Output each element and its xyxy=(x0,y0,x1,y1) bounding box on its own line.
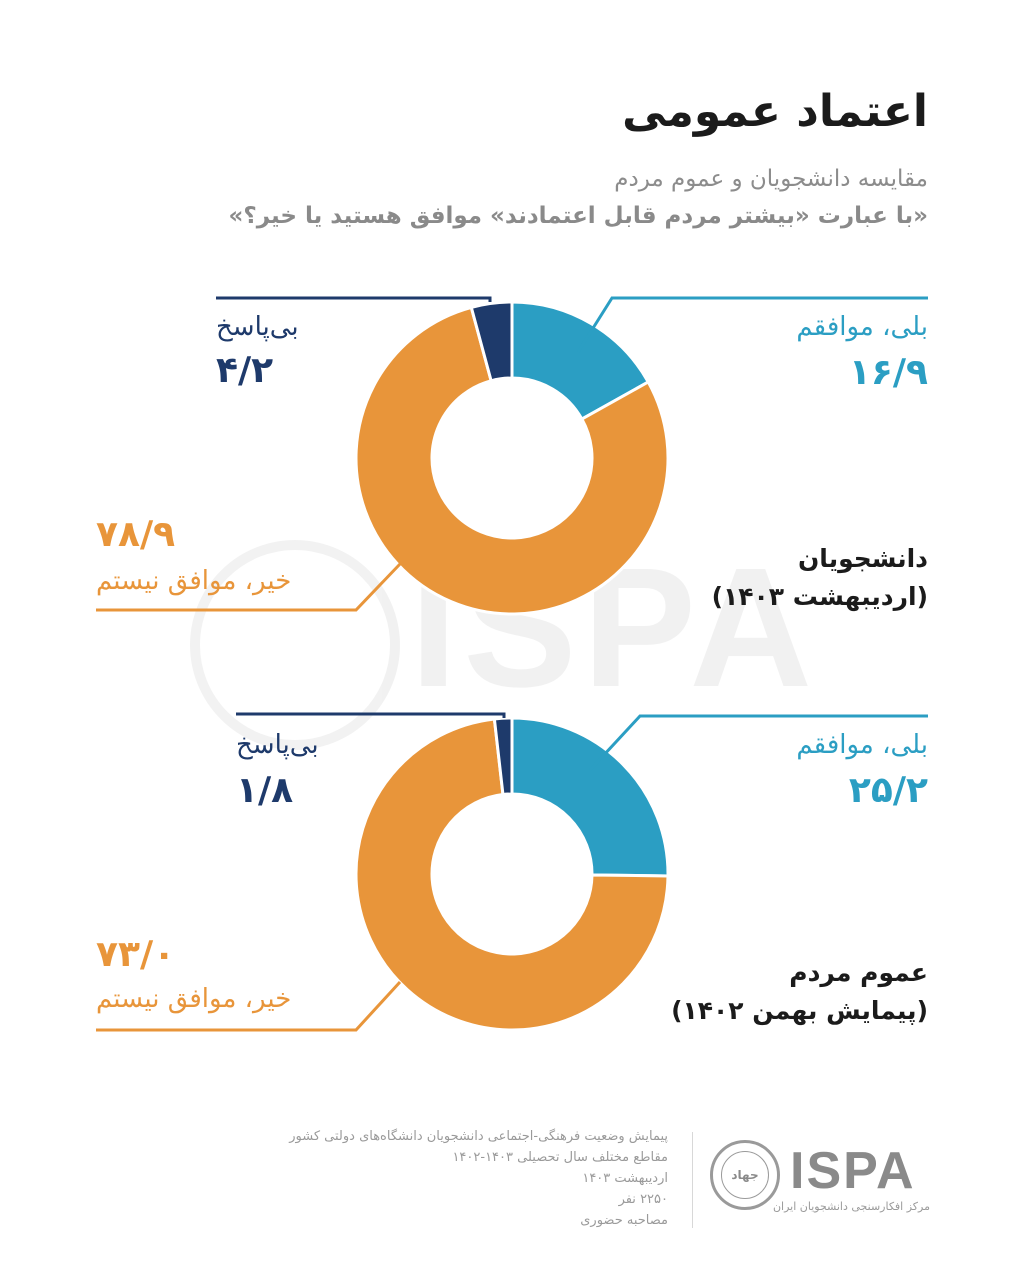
methodology-notes: پیمایش وضعیت فرهنگی-اجتماعی دانشجویان دا… xyxy=(208,1126,668,1231)
donut-chart-public xyxy=(96,712,928,1032)
students-group-title: دانشجویان (اردیبهشت ۱۴۰۳) xyxy=(568,540,928,616)
ispa-subtitle: مرکز افکارسنجی دانشجویان ایران xyxy=(772,1200,930,1213)
footer-divider xyxy=(692,1132,693,1228)
students-slice-no xyxy=(354,305,670,616)
students-yes-value: ۱۶/۹ xyxy=(848,352,928,393)
public-group-title: عموم مردم (پیمایش بهمن ۱۴۰۲) xyxy=(568,954,928,1030)
students-leader-no xyxy=(96,562,402,612)
note-method: مصاحبه حضوری xyxy=(580,1213,668,1228)
students-noanswer-label: بی‌پاسخ xyxy=(216,312,299,342)
page-subtitle: مقایسه دانشجویان و عموم مردم xyxy=(614,166,928,192)
donut-chart-students xyxy=(96,296,928,616)
public-noanswer-value: ۱/۸ xyxy=(236,770,294,811)
public-leader-yes xyxy=(588,714,928,772)
students-slice-no-answer xyxy=(469,300,514,383)
note-survey: پیمایش وضعیت فرهنگی-اجتماعی دانشجویان دا… xyxy=(289,1129,668,1144)
note-sample: ۲۲۵۰ نفر xyxy=(618,1192,668,1207)
public-date: (پیمایش بهمن ۱۴۰۲) xyxy=(671,996,928,1025)
page-title: اعتماد عمومی xyxy=(622,86,928,137)
seal-text: جهاد xyxy=(721,1151,769,1199)
students-date: (اردیبهشت ۱۴۰۳) xyxy=(711,582,928,611)
note-levels: مقاطع مختلف سال تحصیلی ۱۴۰۳-۱۴۰۲ xyxy=(452,1150,668,1165)
students-yes-label: بلی، موافقم xyxy=(796,312,928,342)
public-title: عموم مردم xyxy=(789,958,928,987)
note-date: اردیبهشت ۱۴۰۳ xyxy=(582,1171,668,1186)
students-no-label: خیر، موافق نیستم xyxy=(96,566,292,596)
public-leader-no-answer xyxy=(236,712,506,718)
students-noanswer-value: ۴/۲ xyxy=(216,350,274,391)
students-leader-yes xyxy=(576,296,928,353)
ispa-logo: ISPA xyxy=(790,1142,916,1200)
students-title: دانشجویان xyxy=(797,544,928,573)
public-yes-label: بلی، موافقم xyxy=(796,730,928,760)
public-noanswer-label: بی‌پاسخ xyxy=(236,730,319,760)
jahad-seal-logo: جهاد xyxy=(710,1140,780,1210)
public-leader-no xyxy=(96,980,402,1032)
public-yes-value: ۲۵/۲ xyxy=(848,770,928,811)
survey-question: «با عبارت «بیشتر مردم قابل اعتمادند» موا… xyxy=(228,203,928,229)
public-slice-no xyxy=(354,717,670,1032)
public-no-label: خیر، موافق نیستم xyxy=(96,984,292,1014)
students-no-value: ۷۸/۹ xyxy=(96,514,176,555)
public-slice-no-answer xyxy=(492,716,514,797)
public-slice-yes xyxy=(510,716,670,878)
public-no-value: ۷۳/۰ xyxy=(96,934,176,975)
students-leader-no-answer xyxy=(216,296,492,302)
